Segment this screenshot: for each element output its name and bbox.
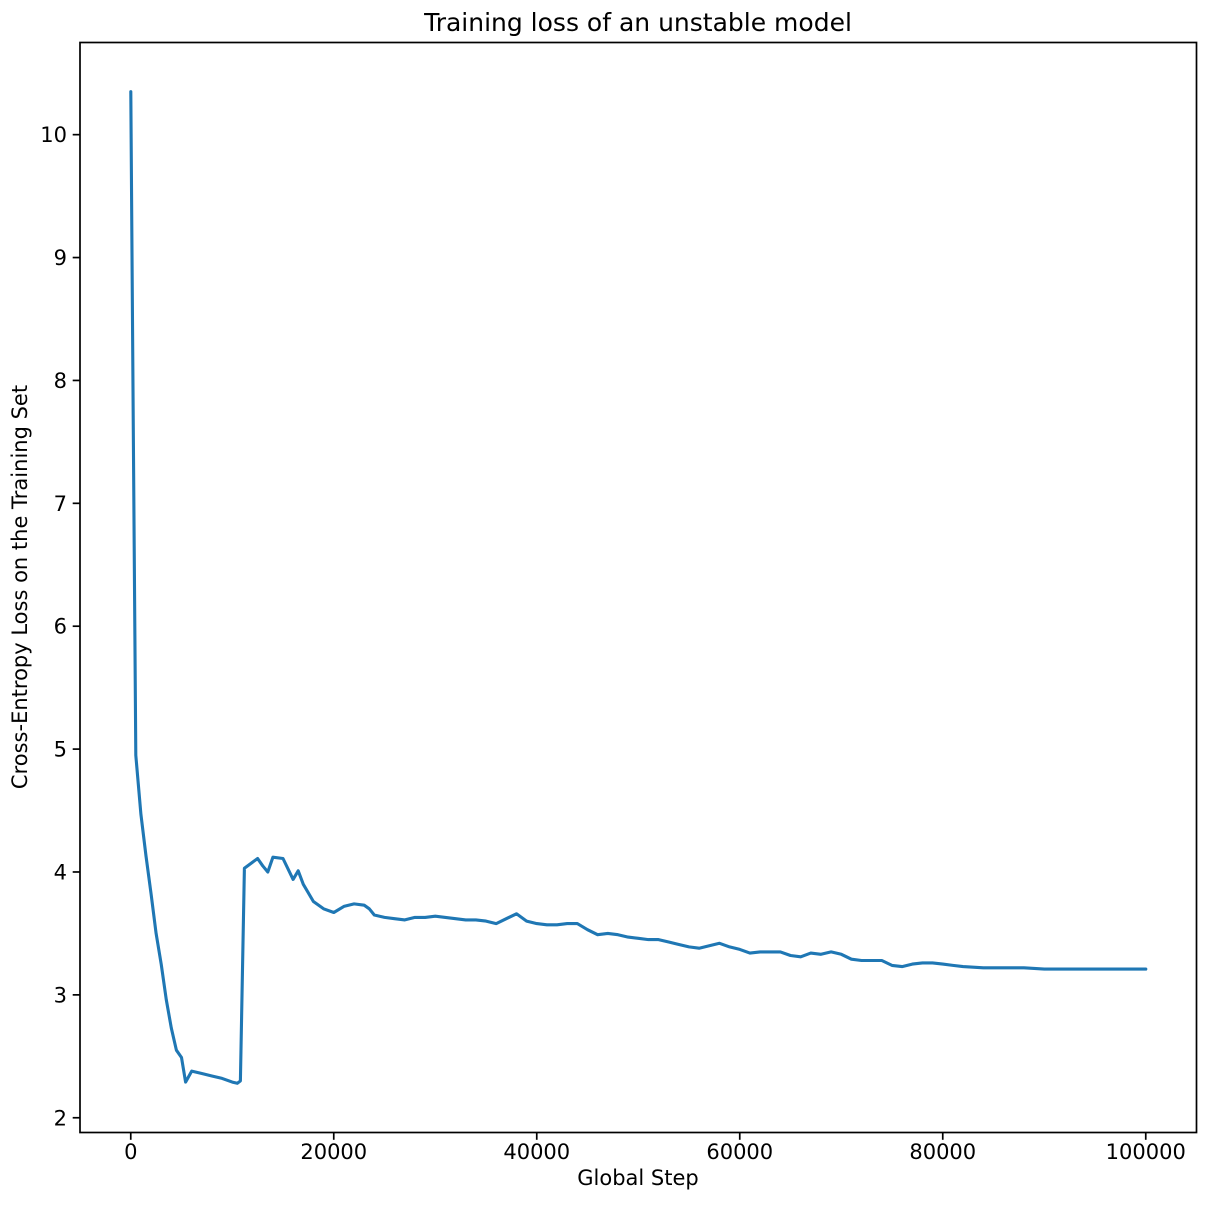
y-tick-label: 10: [40, 123, 67, 147]
loss-curve: [129, 90, 1148, 1085]
x-axis-ticks: 0 20000 40000 60000 80000 100000: [124, 1132, 1186, 1164]
plot-border: [79, 41, 1198, 1134]
y-tick-label: 6: [54, 615, 67, 639]
x-tick-label: 40000: [503, 1140, 570, 1164]
loss-curve-line: [129, 90, 1148, 1085]
x-tick-label: 100000: [1106, 1140, 1186, 1164]
plot-spines: [79, 41, 1198, 1134]
x-tick-label: 60000: [706, 1140, 773, 1164]
x-tick-label: 80000: [909, 1140, 976, 1164]
y-tick-label: 9: [54, 246, 67, 270]
x-tick-label: 0: [124, 1140, 137, 1164]
y-tick-label: 2: [54, 1106, 67, 1130]
y-tick-label: 7: [54, 492, 67, 516]
y-axis-ticks: 2 3 4 5 6 7 8 9 10: [40, 123, 80, 1130]
x-tick-label: 20000: [300, 1140, 367, 1164]
x-axis-label: Global Step: [577, 1166, 698, 1190]
y-tick-label: 4: [54, 860, 67, 884]
chart-title: Training loss of an unstable model: [423, 8, 852, 37]
y-tick-label: 3: [54, 983, 67, 1007]
y-tick-label: 5: [54, 738, 67, 762]
y-axis-label: Cross-Entropy Loss on the Training Set: [8, 385, 32, 789]
y-tick-label: 8: [54, 369, 67, 393]
